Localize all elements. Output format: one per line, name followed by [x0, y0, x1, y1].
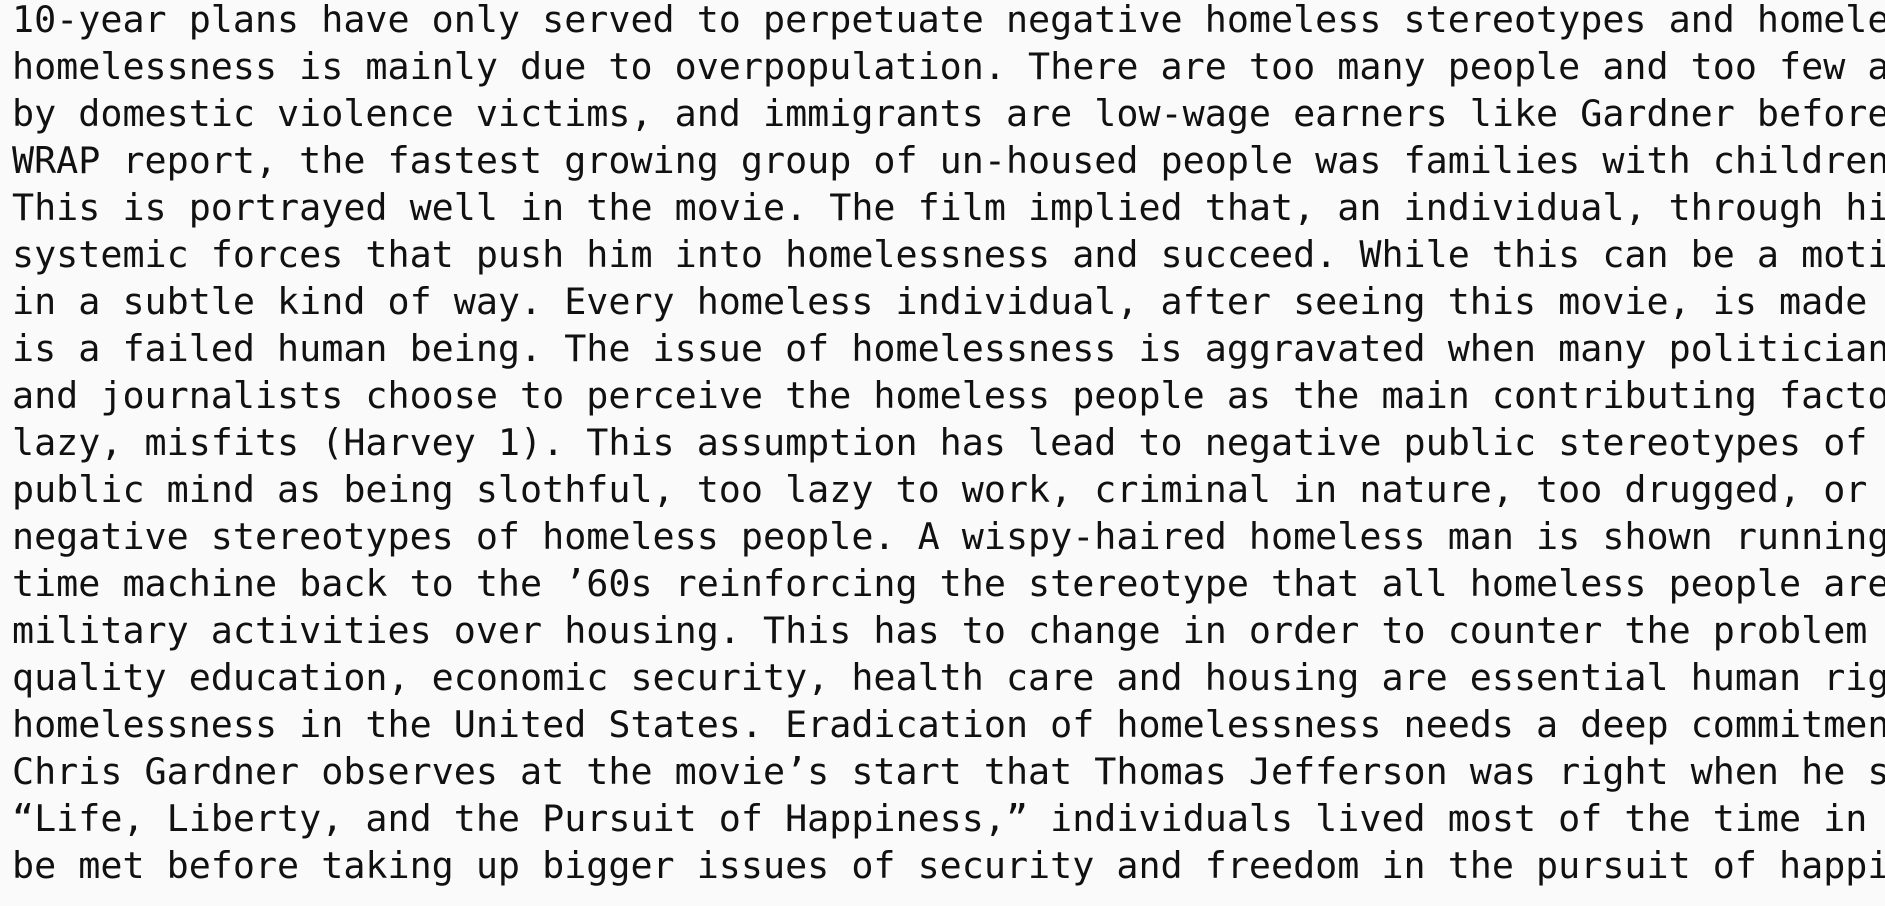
- text-line: and journalists choose to perceive the h…: [12, 374, 1885, 417]
- text-line: is a failed human being. The issue of ho…: [12, 327, 1885, 370]
- document-text: 10-year plans have only served to perpet…: [12, 0, 1885, 889]
- text-line: lazy, misfits (Harvey 1). This assumptio…: [12, 421, 1868, 464]
- text-line: public mind as being slothful, too lazy …: [12, 468, 1868, 511]
- text-line: This is portrayed well in the movie. The…: [12, 186, 1885, 229]
- text-line: Chris Gardner observes at the movie’s st…: [12, 750, 1885, 793]
- text-line: homelessness is mainly due to overpopula…: [12, 45, 1885, 88]
- text-line: time machine back to the ’60s reinforcin…: [12, 562, 1885, 605]
- text-line: systemic forces that push him into homel…: [12, 233, 1885, 276]
- text-line: 10-year plans have only served to perpet…: [12, 0, 1885, 41]
- text-line: homelessness in the United States. Eradi…: [12, 703, 1885, 746]
- text-line: “Life, Liberty, and the Pursuit of Happi…: [12, 797, 1868, 840]
- text-line: be met before taking up bigger issues of…: [12, 844, 1885, 887]
- text-line: negative stereotypes of homeless people.…: [12, 515, 1885, 558]
- text-line: by domestic violence victims, and immigr…: [12, 92, 1885, 135]
- text-line: military activities over housing. This h…: [12, 609, 1868, 652]
- text-line: in a subtle kind of way. Every homeless …: [12, 280, 1868, 323]
- text-line: quality education, economic security, he…: [12, 656, 1885, 699]
- text-line: WRAP report, the fastest growing group o…: [12, 139, 1885, 182]
